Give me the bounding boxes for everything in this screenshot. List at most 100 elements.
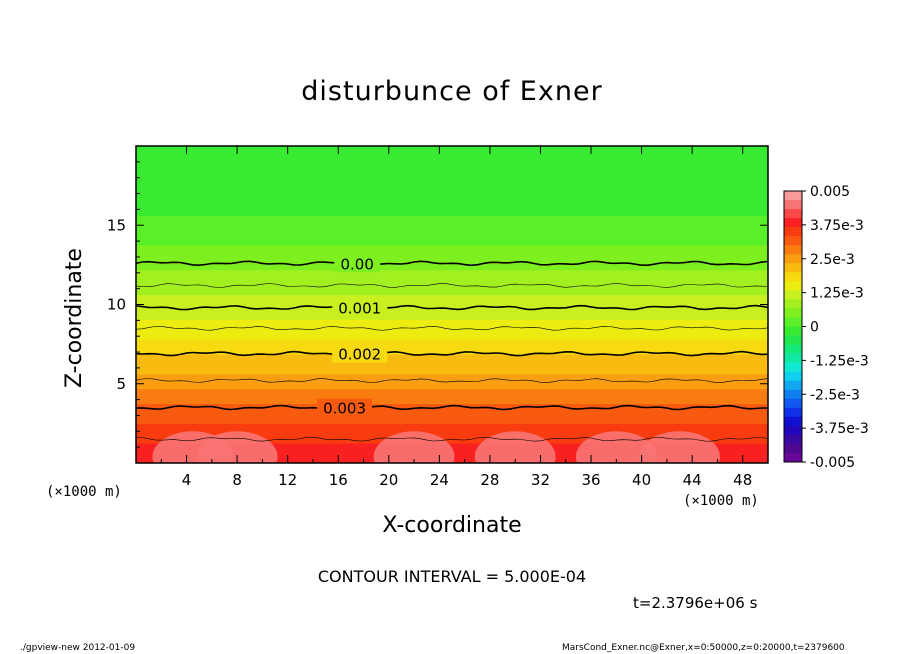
surface-maximum — [196, 431, 278, 463]
field-band — [136, 175, 768, 182]
contour-label-bg — [317, 398, 373, 417]
y-axis: 5 10 15 — [107, 161, 768, 448]
colorbar-swatch — [784, 434, 802, 445]
field-band — [136, 209, 768, 216]
contour-line — [136, 304, 768, 311]
field-band — [136, 437, 768, 444]
contour-label: 0.002 — [332, 344, 388, 364]
field-band — [136, 408, 768, 414]
field-band — [136, 199, 768, 206]
field-band — [136, 214, 768, 221]
y-tick-label: 5 — [116, 375, 126, 393]
x-tick-label: 8 — [232, 471, 242, 489]
field-band — [136, 422, 768, 429]
x-tick-label: 20 — [379, 471, 398, 489]
field-band — [136, 348, 768, 355]
colorbar-swatch — [784, 272, 802, 282]
x-tick-label: 4 — [182, 471, 192, 489]
field-band — [136, 378, 768, 385]
colorbar-swatch — [784, 317, 802, 327]
colorbar-swatch — [784, 299, 802, 309]
colorbar-swatch — [784, 326, 802, 336]
y-axis-label: Z-coordinate — [62, 248, 87, 388]
colorbar-swatch — [784, 191, 802, 201]
colorbar-swatch — [784, 380, 802, 391]
contour-line — [136, 404, 768, 411]
contour-label: 0.003 — [317, 398, 373, 418]
surface-maximum — [373, 431, 455, 463]
contour-line-minor — [136, 283, 768, 288]
field-band — [136, 353, 768, 360]
field-band — [136, 363, 768, 370]
field-band — [136, 150, 768, 157]
surface-maxima — [152, 431, 720, 463]
colorbar-swatch — [784, 254, 802, 264]
y-tick-label: 10 — [107, 296, 126, 314]
x-tick-label: 48 — [733, 471, 752, 489]
x-axis-unit-right: (×1000 m) — [683, 493, 759, 509]
colorbar-swatch — [784, 263, 802, 273]
colorbar-tick-label: -1.25e-3 — [810, 353, 869, 369]
field-band — [136, 304, 768, 310]
field-band — [136, 289, 768, 296]
contour-label-bg — [332, 344, 388, 363]
x-tick-label: 16 — [329, 471, 348, 489]
colorbar-tick-label: 0 — [810, 320, 819, 336]
contour-label-bg — [334, 254, 381, 273]
field-band — [136, 313, 768, 320]
field-band — [136, 299, 768, 305]
field-band — [136, 155, 768, 162]
x-tick-label: 44 — [683, 471, 702, 489]
surface-maximum — [474, 431, 556, 463]
colorbar-tick-label: 3.75e-3 — [810, 218, 864, 234]
colorbar-tick-label: -3.75e-3 — [810, 421, 869, 437]
x-axis: 4 8 12 16 20 24 28 32 36 40 44 48 — [160, 146, 752, 489]
field-band — [136, 254, 768, 261]
x-tick-label: 28 — [480, 471, 499, 489]
chart-title: disturbunce of Exner — [301, 76, 603, 107]
field-band — [136, 427, 768, 434]
field-band — [136, 229, 768, 236]
field-band — [136, 373, 768, 380]
x-tick-label: 12 — [278, 471, 297, 489]
contour-label-group: 0.00 0.001 0.002 0.003 — [317, 254, 388, 418]
field-band — [136, 259, 768, 266]
contour-label-text: 0.002 — [338, 346, 381, 364]
contour-line-minor — [136, 325, 768, 331]
field-band — [136, 368, 768, 375]
field-band — [136, 284, 768, 291]
x-axis-unit-left: (×1000 m) — [46, 484, 122, 500]
field-band — [136, 358, 768, 365]
field-band — [136, 170, 768, 177]
contour-interval: CONTOUR INTERVAL = 5.000E-04 — [317, 567, 587, 586]
colorbar-swatch — [784, 209, 802, 219]
field-band — [136, 318, 768, 325]
colorbar-tick-label: 0.005 — [810, 184, 850, 200]
contour-label-bg — [332, 298, 388, 317]
colorbar-swatch — [784, 344, 802, 354]
field-band — [136, 328, 768, 335]
field-band — [136, 180, 768, 187]
field-band — [136, 294, 768, 301]
colorbar-swatch — [784, 245, 802, 255]
field-band — [136, 323, 768, 330]
field-band — [136, 249, 768, 256]
field-band — [136, 393, 768, 400]
contour-label: 0.00 — [334, 254, 381, 273]
colorbar-swatch — [784, 200, 802, 210]
field-band — [136, 224, 768, 231]
field-band — [136, 160, 768, 167]
footer-right: MarsCond_Exner.nc@Exner,x=0:50000,z=0:20… — [562, 643, 845, 653]
contour-line-minor — [136, 436, 768, 442]
field-band — [136, 417, 768, 424]
field-band — [136, 308, 768, 315]
field-band — [136, 279, 768, 286]
field-band — [136, 219, 768, 226]
contour-label: 0.001 — [332, 298, 388, 318]
field-band — [136, 388, 768, 395]
field-bands — [136, 146, 768, 463]
field-band — [136, 239, 768, 246]
colorbar-swatch — [784, 389, 802, 400]
x-tick-label: 36 — [581, 471, 600, 489]
colorbar-tick-label: -2.5e-3 — [810, 387, 860, 403]
